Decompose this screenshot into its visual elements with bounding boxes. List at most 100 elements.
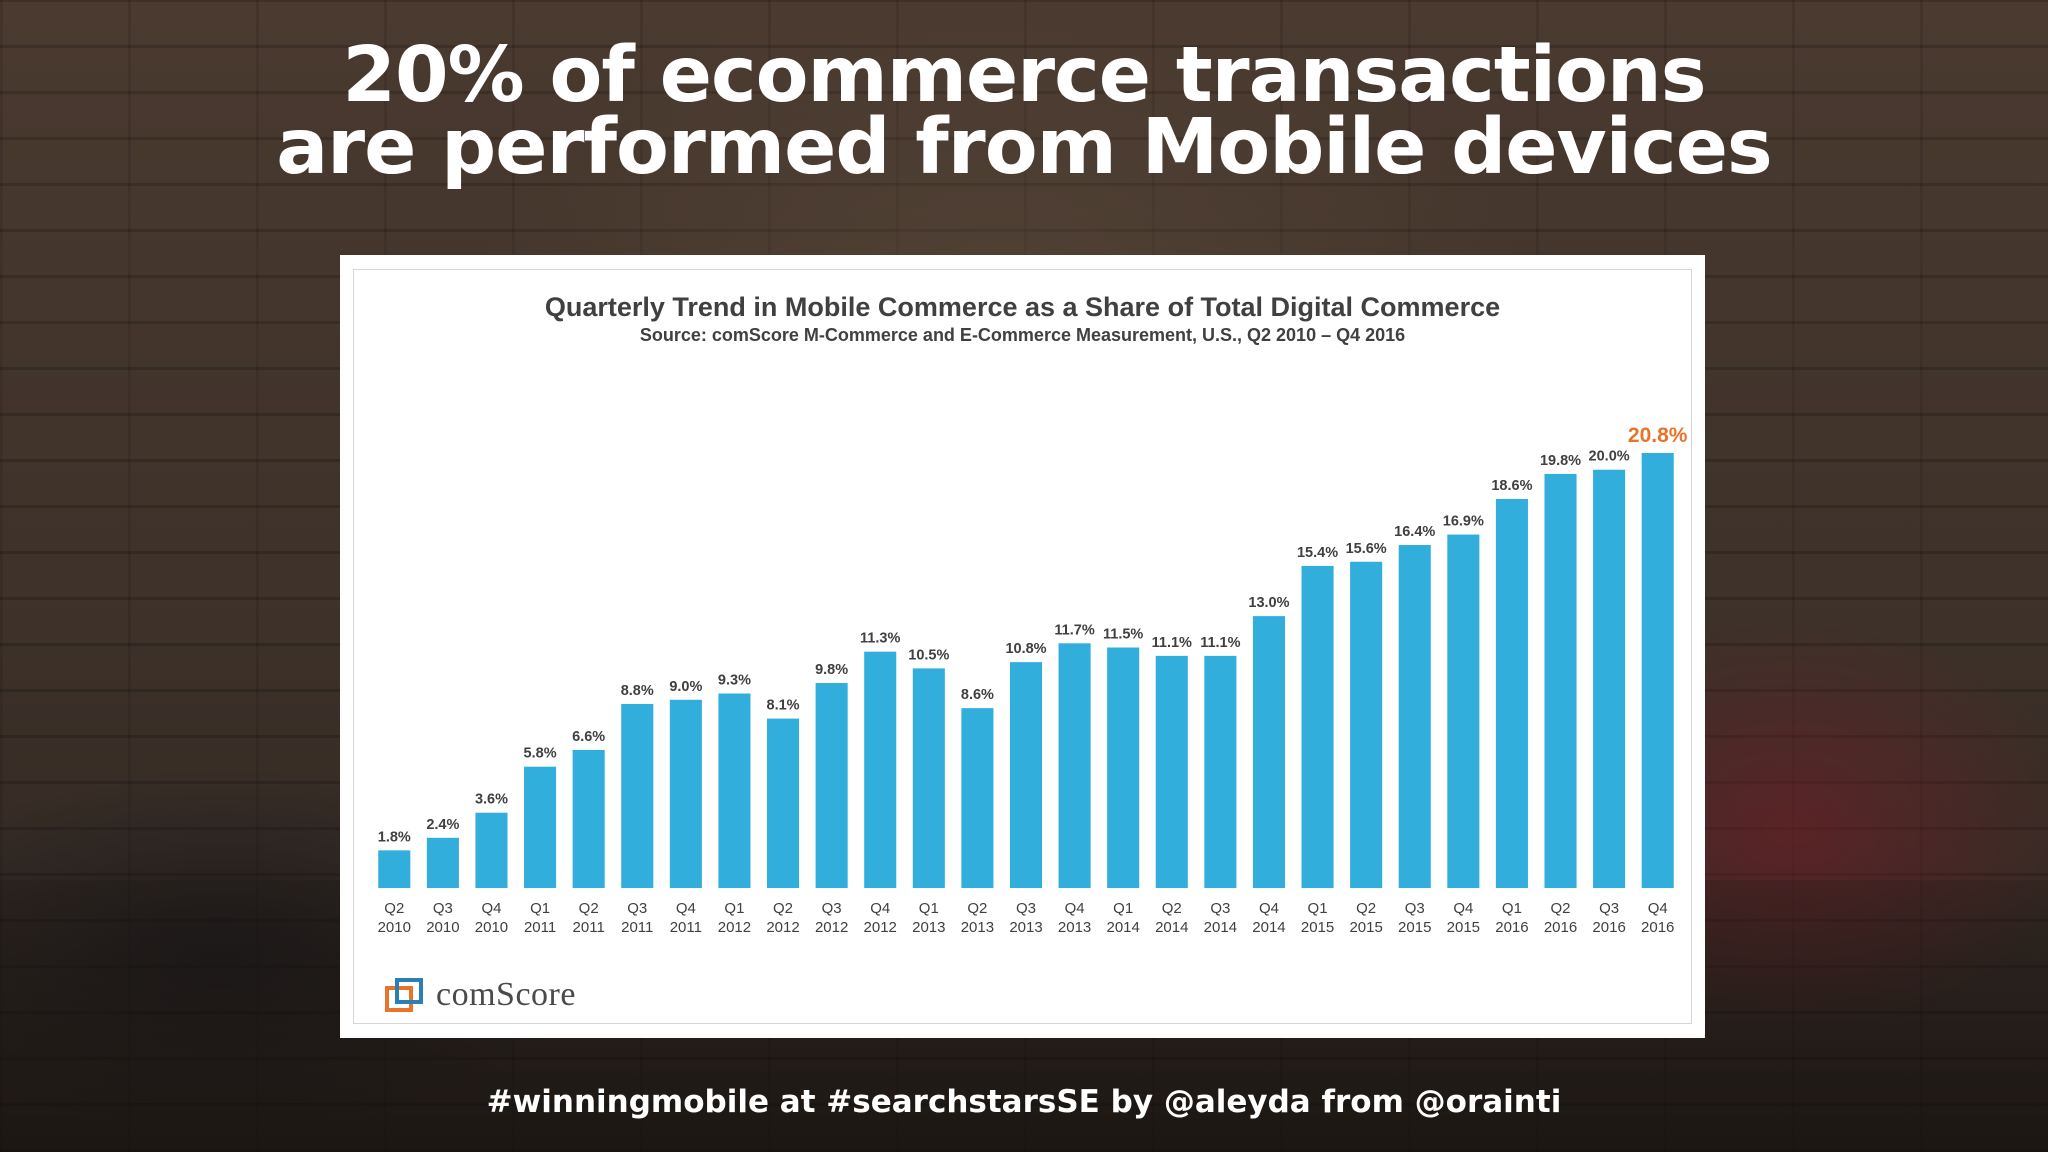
bar-6 — [669, 699, 702, 888]
x-tick-quarter-14: Q4 — [1065, 900, 1085, 917]
chart-card-border — [353, 269, 1692, 1024]
x-tick-quarter-23: Q1 — [1502, 900, 1522, 917]
data-label-12: 8.6% — [961, 687, 994, 703]
x-tick-quarter-6: Q4 — [676, 900, 696, 917]
bar-12 — [961, 708, 994, 888]
bar-5 — [621, 703, 654, 888]
x-tick-quarter-16: Q2 — [1162, 900, 1182, 917]
bar-1 — [426, 837, 459, 888]
bar-26 — [1641, 453, 1674, 888]
bar-0 — [378, 850, 411, 888]
x-tick-year-4: 2011 — [573, 919, 605, 936]
x-tick-quarter-18: Q4 — [1259, 900, 1279, 917]
data-label-23: 18.6% — [1491, 478, 1532, 494]
data-label-17: 11.1% — [1200, 635, 1240, 651]
bar-9 — [815, 683, 848, 888]
x-tick-year-21: 2015 — [1398, 919, 1431, 936]
data-label-22: 16.9% — [1443, 514, 1484, 530]
data-label-19: 15.4% — [1297, 545, 1338, 561]
bar-17 — [1204, 655, 1237, 888]
bar-23 — [1495, 499, 1528, 888]
x-tick-quarter-9: Q3 — [822, 900, 842, 917]
x-tick-quarter-19: Q1 — [1308, 900, 1328, 917]
x-tick-quarter-11: Q1 — [919, 900, 939, 917]
data-label-21: 16.4% — [1394, 524, 1435, 540]
data-label-11: 10.5% — [908, 647, 949, 663]
data-label-7: 9.3% — [718, 673, 751, 689]
x-tick-quarter-20: Q2 — [1356, 900, 1376, 917]
data-label-15: 11.5% — [1103, 626, 1143, 642]
comscore-logo-icon — [385, 978, 423, 1012]
chart-subtitle: Source: comScore M-Commerce and E-Commer… — [639, 325, 1406, 345]
x-tick-year-16: 2014 — [1155, 919, 1188, 936]
x-tick-year-11: 2013 — [912, 919, 945, 936]
bar-21 — [1398, 545, 1431, 888]
chart-card: Quarterly Trend in Mobile Commerce as a … — [340, 255, 1705, 1038]
data-label-2: 3.6% — [475, 792, 508, 808]
x-tick-quarter-2: Q4 — [481, 900, 501, 917]
bar-2 — [475, 812, 508, 888]
bar-25 — [1593, 469, 1626, 888]
x-tick-year-2: 2010 — [475, 919, 508, 936]
x-tick-year-3: 2011 — [524, 919, 556, 936]
data-label-14: 11.7% — [1054, 622, 1094, 638]
x-tick-year-7: 2012 — [718, 919, 751, 936]
x-tick-year-5: 2011 — [621, 919, 653, 936]
data-label-24: 19.8% — [1540, 453, 1581, 469]
x-tick-quarter-5: Q3 — [627, 900, 647, 917]
x-tick-year-20: 2015 — [1349, 919, 1382, 936]
x-tick-quarter-4: Q2 — [579, 900, 599, 917]
x-tick-year-24: 2016 — [1544, 919, 1577, 936]
x-tick-year-12: 2013 — [961, 919, 994, 936]
comscore-logo-text: comScore — [436, 976, 576, 1013]
x-tick-year-8: 2012 — [766, 919, 799, 936]
x-tick-quarter-8: Q2 — [773, 900, 793, 917]
bar-chart: 1.8% Q2 2010 2.4% Q3 2010 3.6% Q4 2010 5.8% Q1 2011… — [378, 424, 1688, 936]
bar-16 — [1155, 655, 1188, 888]
x-tick-year-25: 2016 — [1592, 919, 1625, 936]
bar-13 — [1009, 662, 1043, 888]
x-tick-quarter-12: Q2 — [967, 900, 987, 917]
x-tick-year-23: 2016 — [1495, 919, 1528, 936]
data-label-10: 11.3% — [860, 631, 900, 647]
bar-19 — [1301, 565, 1334, 888]
x-tick-quarter-15: Q1 — [1113, 900, 1133, 917]
data-label-1: 2.4% — [426, 817, 459, 833]
x-tick-year-19: 2015 — [1301, 919, 1334, 936]
x-tick-year-0: 2010 — [378, 919, 411, 936]
bar-22 — [1447, 534, 1480, 888]
data-label-26: 20.8% — [1628, 424, 1688, 447]
data-label-6: 9.0% — [669, 679, 702, 695]
x-tick-year-26: 2016 — [1641, 919, 1674, 936]
bar-10 — [864, 651, 897, 888]
data-label-9: 9.8% — [815, 662, 848, 678]
x-tick-year-10: 2012 — [864, 919, 897, 936]
data-label-16: 11.1% — [1152, 635, 1192, 651]
x-tick-quarter-22: Q4 — [1453, 900, 1473, 917]
data-label-0: 1.8% — [378, 829, 411, 845]
slide-title-line-1: 20% of ecommerce transactions — [342, 31, 1706, 120]
comscore-logo: comScore — [384, 973, 576, 1017]
x-tick-quarter-7: Q1 — [724, 900, 744, 917]
data-label-4: 6.6% — [572, 729, 605, 745]
data-label-13: 10.8% — [1005, 641, 1046, 657]
x-tick-year-13: 2013 — [1009, 919, 1042, 936]
slide-title-line-2: are performed from Mobile devices — [276, 103, 1773, 192]
x-tick-year-17: 2014 — [1204, 919, 1237, 936]
bar-8 — [767, 718, 800, 888]
slide-footer-hashtags: #winningmobile at #searchstarsSE by @ale… — [486, 1084, 1562, 1120]
x-tick-year-1: 2010 — [426, 919, 459, 936]
x-tick-quarter-21: Q3 — [1405, 900, 1425, 917]
x-tick-quarter-0: Q2 — [384, 900, 404, 917]
data-label-3: 5.8% — [524, 746, 557, 762]
bar-18 — [1252, 616, 1285, 888]
x-tick-year-14: 2013 — [1058, 919, 1091, 936]
bar-3 — [524, 766, 557, 888]
x-tick-quarter-17: Q3 — [1210, 900, 1230, 917]
bar-14 — [1058, 643, 1091, 888]
x-tick-year-22: 2015 — [1447, 919, 1480, 936]
x-tick-quarter-25: Q3 — [1599, 900, 1619, 917]
x-tick-year-9: 2012 — [815, 919, 848, 936]
x-tick-year-6: 2011 — [670, 919, 702, 936]
x-tick-year-15: 2014 — [1106, 919, 1139, 936]
